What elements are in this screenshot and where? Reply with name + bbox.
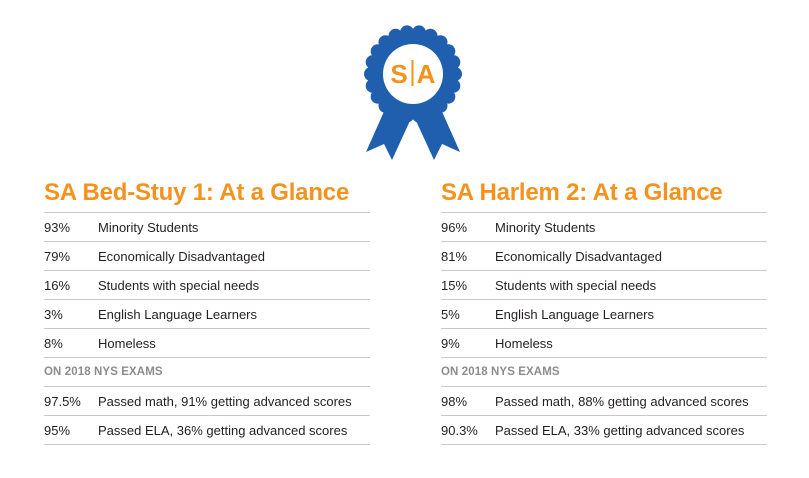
stat-label: Passed ELA, 36% getting advanced scores (98, 422, 348, 438)
stat-label: English Language Learners (98, 306, 258, 322)
stat-row: 5% English Language Learners (441, 299, 767, 328)
stat-value: 79% (44, 248, 71, 264)
stat-row: 8% Homeless (44, 328, 370, 357)
panel-harlem: SA Harlem 2: At a Glance 96% Minority St… (441, 176, 767, 445)
award-ribbon-icon: S A (364, 25, 462, 160)
rosette-scallop (411, 108, 426, 123)
stat-row: 3% English Language Learners (44, 299, 370, 328)
stat-label: Students with special needs (98, 277, 260, 293)
section-heading: ON 2018 NYS EXAMS (44, 357, 370, 386)
stat-value: 98% (441, 393, 468, 409)
rosette-scallop (400, 108, 415, 123)
stat-value: 9% (441, 335, 460, 351)
stat-value: 96% (441, 219, 468, 235)
stat-row: 9% Homeless (441, 328, 767, 357)
rosette-scallop (400, 25, 415, 40)
stat-row: 16% Students with special needs (44, 270, 370, 299)
stat-row: 79% Economically Disadvantaged (44, 241, 370, 270)
panel-title: SA Bed-Stuy 1: At a Glance (44, 179, 350, 206)
stat-value: 15% (441, 277, 468, 293)
stat-row: 93% Minority Students (44, 212, 370, 241)
stat-value: 97.5% (44, 393, 81, 409)
stat-value: 90.3% (441, 422, 478, 438)
stat-label: Passed math, 91% getting advanced scores (98, 393, 352, 409)
badge-logo-right: A (417, 59, 436, 89)
stat-value: 95% (44, 422, 71, 438)
stat-row: 81% Economically Disadvantaged (441, 241, 767, 270)
rosette-scallop (411, 25, 426, 40)
panel-bed-stuy: SA Bed-Stuy 1: At a Glance 93% Minority … (44, 176, 370, 445)
rosette-scallop (448, 67, 462, 81)
stat-label: Economically Disadvantaged (98, 248, 265, 264)
stat-value: 81% (441, 248, 468, 264)
badge-logo-left: S (390, 59, 407, 89)
exam-row: 90.3% Passed ELA, 33% getting advanced s… (441, 415, 767, 445)
stat-label: Minority Students (98, 219, 199, 235)
badge-logo-divider (411, 60, 414, 86)
exam-row: 98% Passed math, 88% getting advanced sc… (441, 386, 767, 415)
stat-value: 5% (441, 306, 460, 322)
stat-row: 15% Students with special needs (441, 270, 767, 299)
stat-value: 3% (44, 306, 63, 322)
stat-value: 8% (44, 335, 63, 351)
exam-row: 95% Passed ELA, 36% getting advanced sco… (44, 415, 370, 445)
stat-label: English Language Learners (495, 306, 655, 322)
exam-row: 97.5% Passed math, 91% getting advanced … (44, 386, 370, 415)
section-heading: ON 2018 NYS EXAMS (441, 357, 767, 386)
stat-label: Passed math, 88% getting advanced scores (495, 393, 749, 409)
panel-title: SA Harlem 2: At a Glance (441, 179, 723, 206)
stat-label: Minority Students (495, 219, 596, 235)
stat-value: 16% (44, 277, 71, 293)
stat-label: Passed ELA, 33% getting advanced scores (495, 422, 745, 438)
stat-value: 93% (44, 219, 71, 235)
rosette-scallop (364, 67, 378, 81)
stat-label: Students with special needs (495, 277, 657, 293)
stat-label: Homeless (98, 335, 156, 351)
stat-label: Homeless (495, 335, 553, 351)
stat-row: 96% Minority Students (441, 212, 767, 241)
stat-label: Economically Disadvantaged (495, 248, 662, 264)
